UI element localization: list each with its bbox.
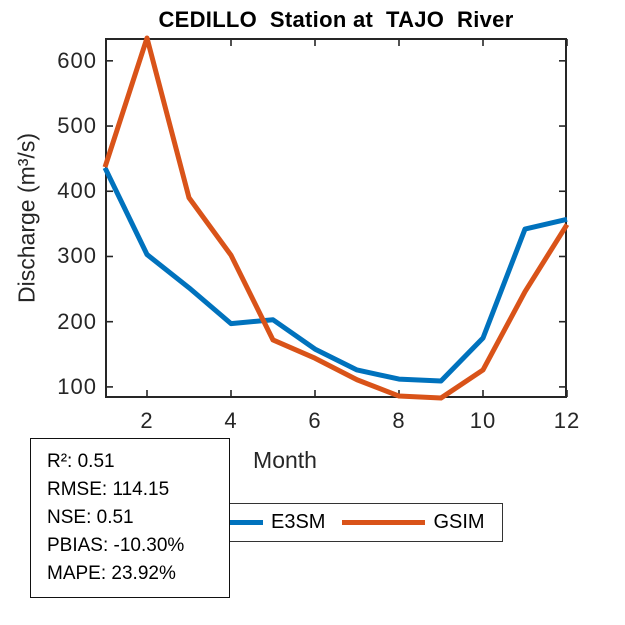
x-tick-label: 2 <box>140 408 154 433</box>
stats-line: NSE: 0.51 <box>47 507 134 528</box>
x-tick-label: 8 <box>392 408 406 433</box>
y-tick-label: 400 <box>57 178 97 204</box>
legend-label: GSIM <box>433 511 485 533</box>
stats-line: R²: 0.51 <box>47 451 115 472</box>
y-axis-label: Discharge (m³/s) <box>13 133 40 303</box>
x-tick-label: 10 <box>469 408 497 433</box>
x-tick-label: 4 <box>224 408 238 433</box>
legend-item-gsim: GSIM <box>342 511 485 534</box>
chart-title: CEDILLO Station at TAJO River <box>158 7 514 32</box>
y-tick-label: 600 <box>57 47 97 73</box>
gsim-legend-line <box>342 520 426 525</box>
y-tick-label: 500 <box>57 113 97 139</box>
x-tick-label: 6 <box>308 408 322 433</box>
e3sm-line <box>102 166 568 384</box>
y-tick-label: 100 <box>57 373 97 399</box>
x-tick-label: 12 <box>553 408 581 433</box>
stats-lines: R²: 0.51 RMSE: 114.15 NSE: 0.51 PBIAS: -10.… <box>47 448 229 588</box>
stats-line: PBIAS: -10.30% <box>47 535 185 556</box>
plot-area <box>102 35 570 401</box>
stats-annotation-box: R²: 0.51 RMSE: 114.15 NSE: 0.51 PBIAS: -10.… <box>30 438 230 598</box>
x-axis-label: Month <box>253 447 317 473</box>
gsim-line <box>102 35 570 401</box>
line-chart <box>102 35 570 401</box>
y-tick-label: 300 <box>57 243 97 269</box>
stats-line: MAPE: 23.92% <box>47 563 176 584</box>
legend-label: E3SM <box>271 511 326 533</box>
stats-line: RMSE: 114.15 <box>47 479 170 500</box>
y-tick-label: 200 <box>57 308 97 334</box>
